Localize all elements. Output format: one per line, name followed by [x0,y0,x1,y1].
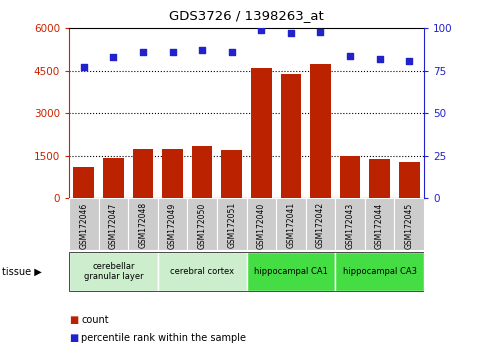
Bar [399,162,420,198]
Point [80,64,88,70]
Text: hippocampal CA3: hippocampal CA3 [343,267,417,276]
Bar [133,149,153,198]
Point [287,30,295,36]
Text: tissue ▶: tissue ▶ [2,267,42,277]
Bar [306,198,335,250]
Point [109,55,117,60]
Bar [394,198,424,250]
Bar [310,64,331,198]
Bar [365,198,394,250]
Point [317,29,324,35]
Point [169,49,176,55]
Text: ■: ■ [69,315,78,325]
Bar [281,74,301,198]
Bar [276,198,306,250]
Text: cerebellar
granular layer: cerebellar granular layer [84,262,143,281]
Point [257,27,265,33]
Point [198,47,206,53]
Text: GSM172043: GSM172043 [346,202,354,249]
Text: cerebral cortex: cerebral cortex [170,267,234,276]
Bar [217,198,246,250]
Text: GSM172050: GSM172050 [198,202,207,249]
Bar [369,159,390,198]
Bar [221,150,242,198]
Text: GSM172051: GSM172051 [227,202,236,249]
Text: GSM172047: GSM172047 [109,202,118,249]
Text: GSM172040: GSM172040 [257,202,266,249]
Bar [246,252,335,291]
Point [228,49,236,55]
Text: count: count [81,315,109,325]
Bar [128,198,158,250]
Bar [340,156,360,198]
Bar [335,198,365,250]
Bar [251,68,272,198]
Bar [69,198,99,250]
Text: GSM172042: GSM172042 [316,202,325,249]
Point [376,56,384,62]
Text: GSM172046: GSM172046 [79,202,88,249]
Bar [103,158,124,198]
Bar [158,252,246,291]
Bar [99,198,128,250]
Bar [73,167,94,198]
Point [405,58,413,63]
Bar [162,149,183,198]
Text: GSM172045: GSM172045 [405,202,414,249]
Text: GDS3726 / 1398263_at: GDS3726 / 1398263_at [169,9,324,22]
Text: ■: ■ [69,333,78,343]
Text: GSM172041: GSM172041 [286,202,295,249]
Bar [335,252,424,291]
Text: GSM172048: GSM172048 [139,202,147,249]
Point [139,49,147,55]
Text: GSM172049: GSM172049 [168,202,177,249]
Bar [187,198,217,250]
Bar [192,146,212,198]
Bar [69,252,158,291]
Bar [158,198,187,250]
Text: hippocampal CA1: hippocampal CA1 [254,267,328,276]
Text: GSM172044: GSM172044 [375,202,384,249]
Bar [246,198,276,250]
Text: percentile rank within the sample: percentile rank within the sample [81,333,246,343]
Point [346,53,354,58]
